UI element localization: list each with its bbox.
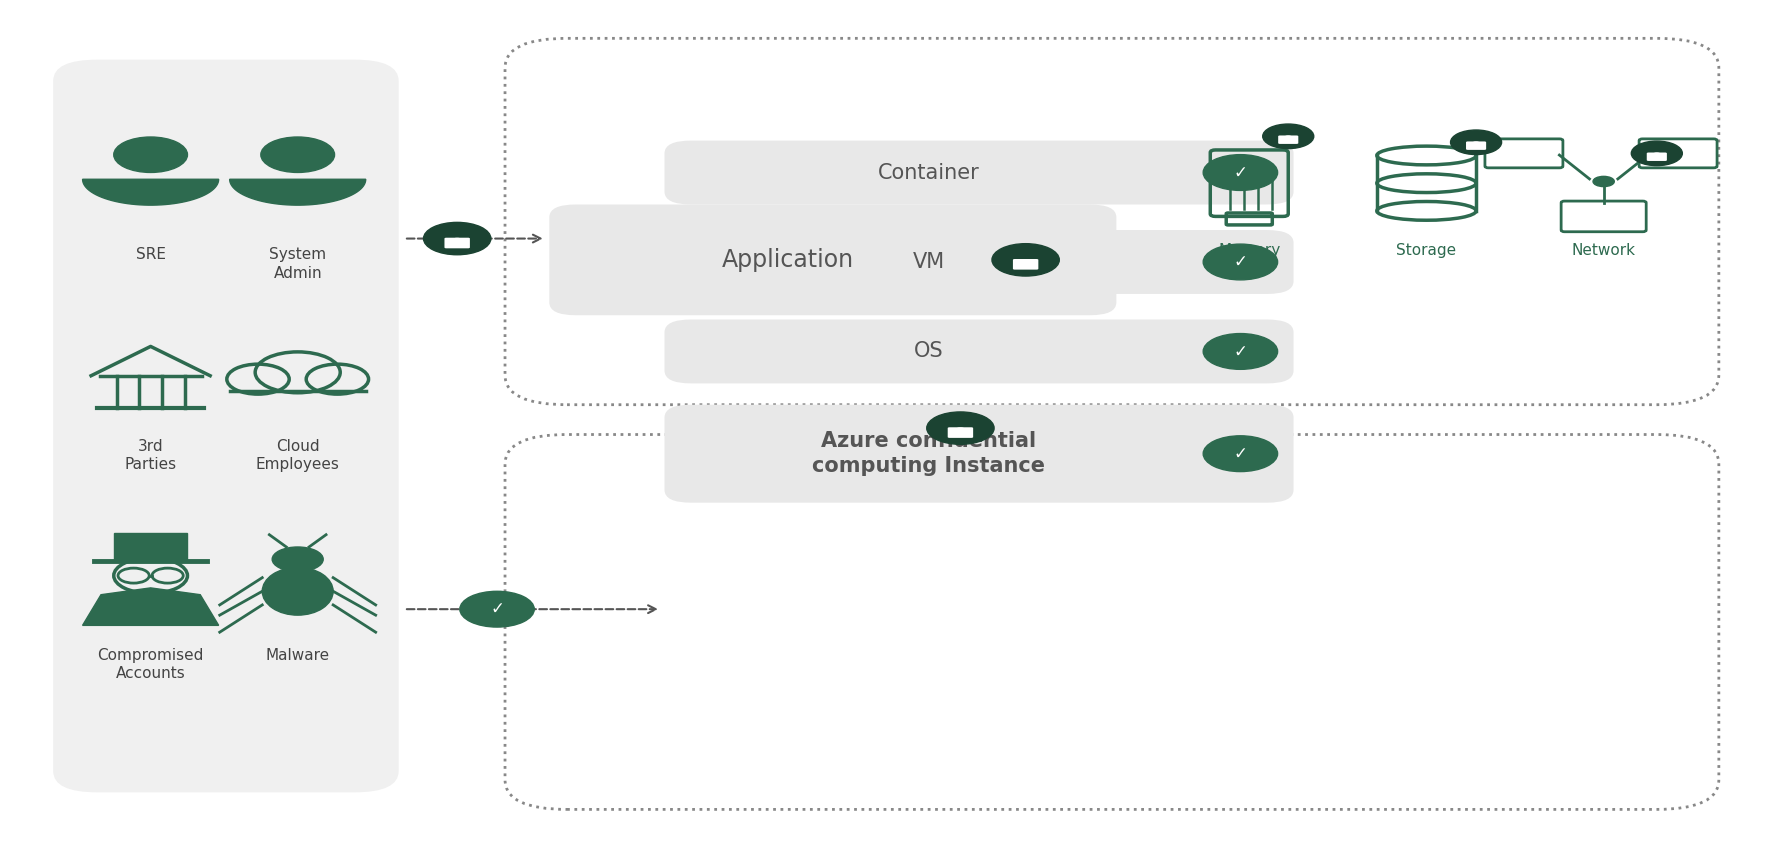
Text: Cloud
Employees: Cloud Employees bbox=[255, 439, 340, 472]
Text: Azure confidential
computing Instance: Azure confidential computing Instance bbox=[812, 431, 1045, 476]
FancyBboxPatch shape bbox=[1465, 141, 1487, 150]
Circle shape bbox=[260, 137, 335, 172]
Text: System
Admin: System Admin bbox=[269, 247, 326, 280]
Text: ✓: ✓ bbox=[1233, 164, 1247, 181]
Text: Memory: Memory bbox=[1217, 243, 1281, 258]
Circle shape bbox=[1451, 130, 1501, 154]
Text: OS: OS bbox=[914, 342, 943, 361]
FancyBboxPatch shape bbox=[53, 60, 399, 792]
FancyBboxPatch shape bbox=[505, 38, 1719, 405]
Text: VM: VM bbox=[913, 252, 944, 272]
Text: ✓: ✓ bbox=[1233, 343, 1247, 360]
FancyBboxPatch shape bbox=[664, 405, 1294, 503]
Circle shape bbox=[113, 137, 188, 172]
Circle shape bbox=[1203, 436, 1278, 472]
Text: 3rd
Parties: 3rd Parties bbox=[124, 439, 177, 472]
Text: SRE: SRE bbox=[136, 247, 165, 262]
Polygon shape bbox=[113, 533, 188, 561]
Text: Compromised
Accounts: Compromised Accounts bbox=[97, 648, 204, 681]
Text: Storage: Storage bbox=[1396, 243, 1457, 258]
Text: ✓: ✓ bbox=[491, 600, 503, 619]
FancyBboxPatch shape bbox=[445, 238, 470, 248]
Circle shape bbox=[1203, 244, 1278, 279]
Polygon shape bbox=[230, 179, 365, 205]
FancyBboxPatch shape bbox=[948, 428, 973, 438]
FancyBboxPatch shape bbox=[1646, 153, 1667, 161]
Circle shape bbox=[1203, 154, 1278, 191]
Text: Malware: Malware bbox=[266, 648, 330, 663]
FancyBboxPatch shape bbox=[664, 141, 1294, 204]
Circle shape bbox=[992, 244, 1060, 276]
FancyBboxPatch shape bbox=[1014, 259, 1038, 269]
Text: ✓: ✓ bbox=[1233, 445, 1247, 463]
Polygon shape bbox=[83, 588, 218, 625]
Circle shape bbox=[1203, 333, 1278, 370]
Circle shape bbox=[927, 412, 994, 445]
Text: ✓: ✓ bbox=[1233, 253, 1247, 271]
Ellipse shape bbox=[262, 567, 333, 615]
Polygon shape bbox=[83, 179, 218, 205]
Circle shape bbox=[424, 222, 491, 255]
FancyBboxPatch shape bbox=[505, 435, 1719, 809]
FancyBboxPatch shape bbox=[549, 204, 1116, 315]
Circle shape bbox=[1263, 124, 1313, 148]
Circle shape bbox=[273, 547, 323, 572]
FancyBboxPatch shape bbox=[1278, 135, 1299, 144]
Circle shape bbox=[459, 591, 533, 627]
FancyBboxPatch shape bbox=[664, 320, 1294, 383]
Text: Application: Application bbox=[721, 248, 854, 272]
Text: Container: Container bbox=[877, 163, 980, 182]
Text: Network: Network bbox=[1572, 243, 1636, 258]
FancyBboxPatch shape bbox=[664, 230, 1294, 294]
Circle shape bbox=[1593, 176, 1614, 187]
Circle shape bbox=[1632, 141, 1682, 165]
